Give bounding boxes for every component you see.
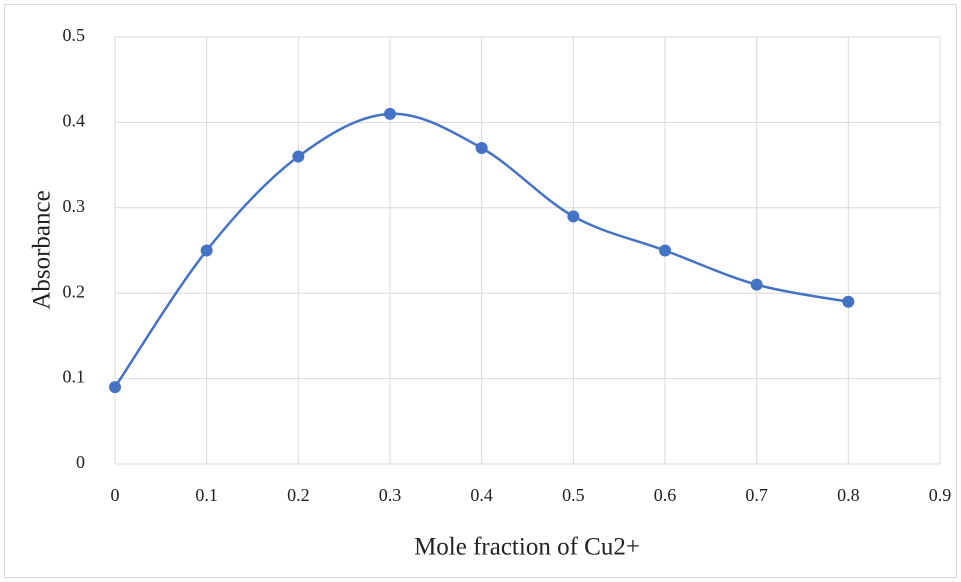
data-point (292, 150, 305, 163)
data-point (659, 244, 671, 257)
x-tick-label: 0.7 (745, 485, 768, 505)
y-tick-label: 0 (76, 452, 85, 472)
y-tick-label: 0.3 (63, 196, 86, 216)
data-point (475, 142, 488, 155)
chart-frame (4, 4, 957, 578)
x-tick-label: 0.1 (195, 485, 218, 505)
x-tick-label: 0.2 (287, 485, 310, 505)
data-point (109, 381, 121, 394)
x-tick-label: 0.4 (470, 485, 493, 505)
x-tick-label: 0 (111, 485, 120, 505)
x-tick-label: 0.3 (379, 485, 402, 505)
y-tick-label: 0.1 (63, 367, 86, 387)
x-tick-label: 0.9 (929, 485, 952, 505)
y-axis-title: Absorbance (29, 190, 56, 309)
x-tick-label: 0.6 (654, 485, 677, 505)
y-tick-label: 0.2 (63, 281, 86, 301)
series-line (113, 112, 849, 388)
x-axis-title: Mole fraction of Cu2+ (414, 534, 640, 561)
x-tick-label: 0.8 (837, 485, 860, 505)
data-point (567, 210, 580, 223)
x-tick-label: 0.5 (562, 485, 585, 505)
data-point (384, 107, 396, 120)
data-point (750, 278, 763, 291)
data-point (200, 244, 213, 257)
data-point (842, 295, 855, 308)
y-tick-label: 0.4 (63, 111, 86, 131)
y-tick-label: 0.5 (63, 25, 86, 45)
